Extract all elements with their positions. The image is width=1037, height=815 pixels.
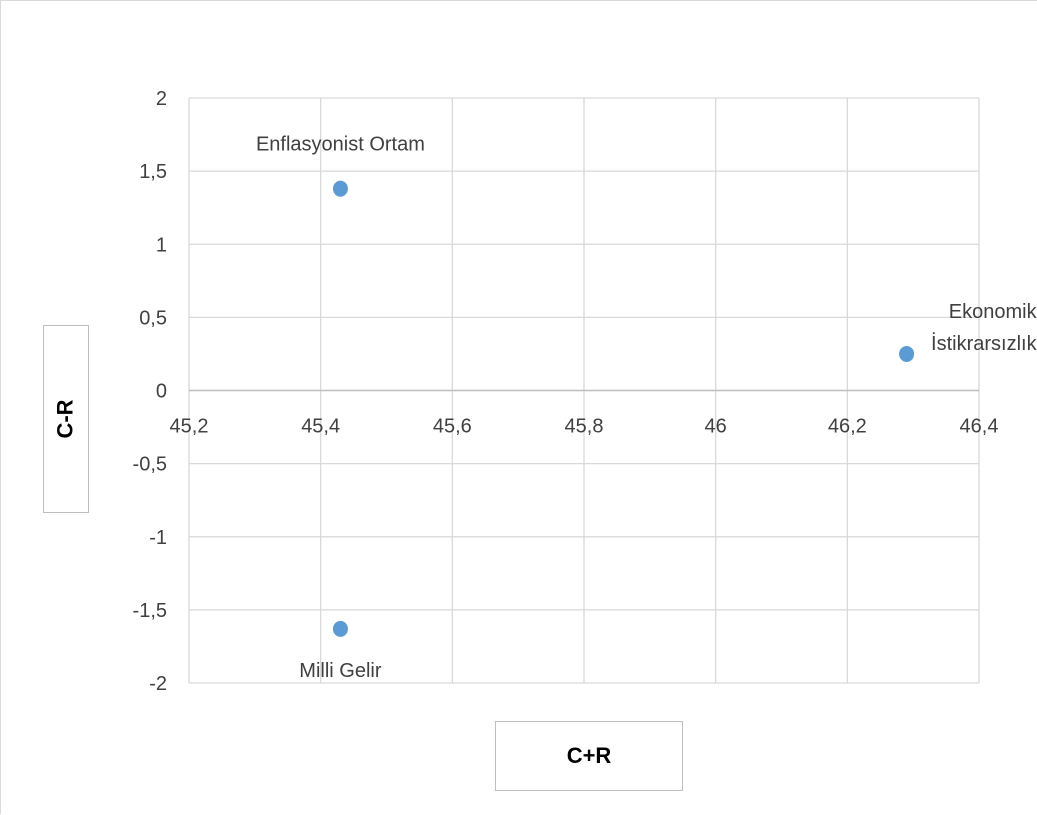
y-tick-label: 2 — [156, 88, 167, 110]
data-label: Ekonomik — [949, 301, 1037, 323]
x-tick-label: 46 — [705, 416, 727, 438]
data-label: Milli Gelir — [299, 660, 382, 682]
x-axis-title-text: C+R — [566, 743, 612, 768]
x-tick-label: 46,4 — [960, 416, 999, 438]
y-axis-title: C-R — [43, 325, 89, 513]
y-tick-label: 1 — [156, 234, 167, 256]
y-tick-label: -2 — [149, 673, 167, 695]
y-tick-label: 0 — [156, 381, 167, 403]
y-tick-label: 0,5 — [139, 307, 167, 329]
x-tick-label: 45,6 — [433, 416, 472, 438]
data-point — [332, 620, 348, 637]
x-tick-label: 45,2 — [170, 416, 209, 438]
x-tick-label: 45,8 — [565, 416, 604, 438]
data-point — [899, 345, 915, 362]
data-label: Enflasyonist Ortam — [256, 134, 425, 156]
y-tick-label: -0,5 — [133, 454, 167, 476]
x-axis-title: C+R — [495, 721, 683, 791]
x-tick-label: 45,4 — [301, 416, 340, 438]
y-tick-label: -1 — [149, 527, 167, 549]
x-tick-label: 46,2 — [828, 416, 867, 438]
y-tick-label: 1,5 — [139, 161, 167, 183]
data-point — [332, 180, 348, 197]
y-tick-label: -1,5 — [133, 600, 167, 622]
data-label: İstikrarsızlık — [931, 332, 1037, 355]
y-axis-title-text: C-R — [52, 399, 78, 439]
